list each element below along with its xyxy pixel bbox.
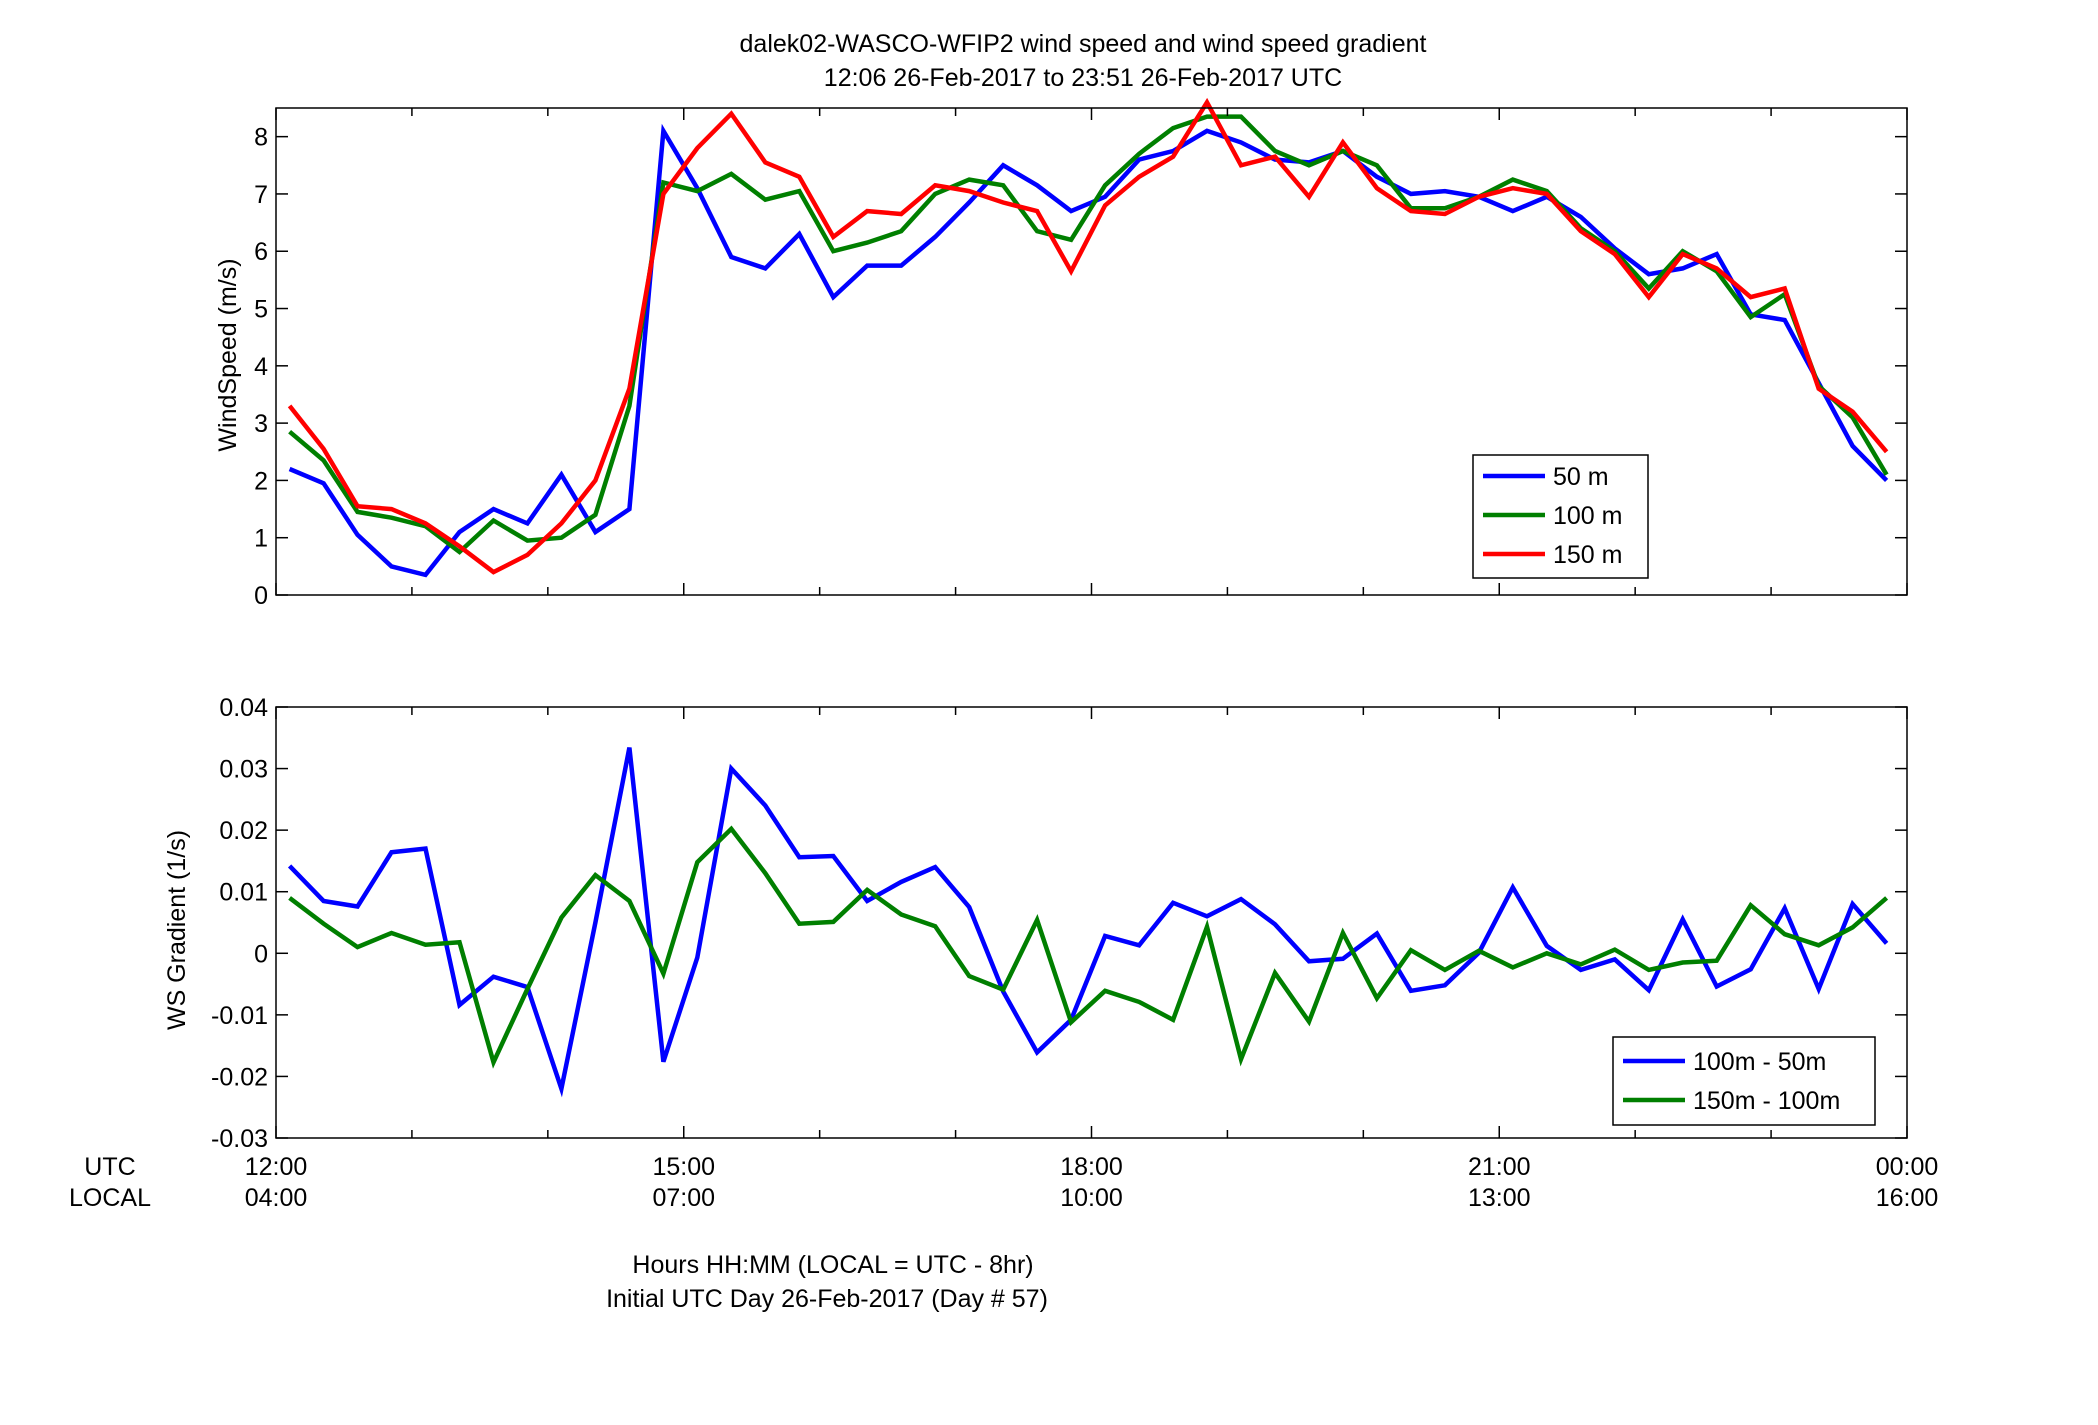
windspeed-ytick-label: 5 xyxy=(254,296,268,324)
local-tick-label: 13:00 xyxy=(1468,1184,1531,1212)
windspeed-axes: WindSpeed (m/s) 0 1 2 3 4 5 6 7 8 50 m 100 m 150… xyxy=(214,97,1908,610)
local-row-label: LOCAL xyxy=(69,1184,151,1212)
chart-title-line2: 12:06 26-Feb-2017 to 23:51 26-Feb-2017 U… xyxy=(824,64,1342,92)
series-line-grad-100m-50m xyxy=(287,747,1889,1098)
utc-row-label: UTC xyxy=(84,1153,135,1181)
gradient-ylabel: WS Gradient (1/s) xyxy=(163,830,191,1030)
gradient-ytick-label: 0.02 xyxy=(219,817,268,845)
utc-tick-label: 15:00 xyxy=(652,1153,715,1181)
xlabel-line2: Initial UTC Day 26-Feb-2017 (Day # 57) xyxy=(606,1285,1048,1313)
windspeed-ytick-label: 3 xyxy=(254,410,268,438)
legend-label-50m: 50 m xyxy=(1553,463,1609,491)
series-line-ws-50m xyxy=(288,123,1889,578)
local-tick-label: 07:00 xyxy=(652,1184,715,1212)
windspeed-ytick-label: 7 xyxy=(254,181,268,209)
legend-label-100m: 100 m xyxy=(1553,502,1622,530)
windspeed-ylabel: WindSpeed (m/s) xyxy=(214,258,242,451)
series-line-ws-150m xyxy=(287,97,1889,575)
legend-label-150m-100m: 150m - 100m xyxy=(1693,1087,1840,1115)
windspeed-ytick-label: 1 xyxy=(254,525,268,553)
local-tick-label: 04:00 xyxy=(245,1184,308,1212)
gradient-plot-area: -0.03 -0.02 -0.01 0 0.01 0.02 0.03 0.04 xyxy=(211,694,1908,1153)
utc-tick-label: 18:00 xyxy=(1060,1153,1123,1181)
local-tick-label: 16:00 xyxy=(1876,1184,1939,1212)
gradient-ytick-label: 0.03 xyxy=(219,756,268,784)
series-line-ws-100m xyxy=(288,114,1889,555)
gradient-legend-box xyxy=(1612,1036,1876,1126)
series-line-grad-150m-100m xyxy=(288,825,1889,1069)
windspeed-ytick-label: 6 xyxy=(254,238,268,266)
local-tick-label: 10:00 xyxy=(1060,1184,1123,1212)
windspeed-ytick-label: 4 xyxy=(254,353,268,381)
gradient-axes: WS Gradient (1/s) -0.03 -0.02 -0.01 0 0.01 0.… xyxy=(163,694,1908,1153)
windspeed-plot-area: 0 1 2 3 4 5 6 7 8 xyxy=(254,97,1908,610)
windspeed-ytick-label: 2 xyxy=(254,467,268,495)
gradient-ytick-label: -0.01 xyxy=(211,1002,268,1030)
legend-label-150m: 150 m xyxy=(1553,541,1622,569)
gradient-ytick-label: -0.02 xyxy=(211,1063,268,1091)
utc-tick-label: 00:00 xyxy=(1876,1153,1939,1181)
windspeed-ytick-label: 0 xyxy=(254,582,268,610)
chart-title-line1: dalek02-WASCO-WFIP2 wind speed and wind … xyxy=(740,30,1427,58)
gradient-legend: 100m - 50m 150m - 100m xyxy=(1612,1036,1876,1126)
legend-label-100m-50m: 100m - 50m xyxy=(1693,1048,1826,1076)
utc-tick-label: 12:00 xyxy=(245,1153,308,1181)
gradient-ytick-label: -0.03 xyxy=(211,1125,268,1153)
gradient-ytick-label: 0 xyxy=(254,940,268,968)
gradient-ytick-label: 0.01 xyxy=(219,879,268,907)
time-axis-labels: UTC LOCAL 12:00 04:00 15:00 07:00 18:00 10:00… xyxy=(69,1153,1938,1212)
utc-tick-label: 21:00 xyxy=(1468,1153,1531,1181)
gradient-ytick-label: 0.04 xyxy=(219,694,268,722)
windspeed-ytick-label: 8 xyxy=(254,124,268,152)
xlabel-line1: Hours HH:MM (LOCAL = UTC - 8hr) xyxy=(632,1251,1033,1279)
windspeed-legend: 50 m 100 m 150 m xyxy=(1472,454,1649,579)
